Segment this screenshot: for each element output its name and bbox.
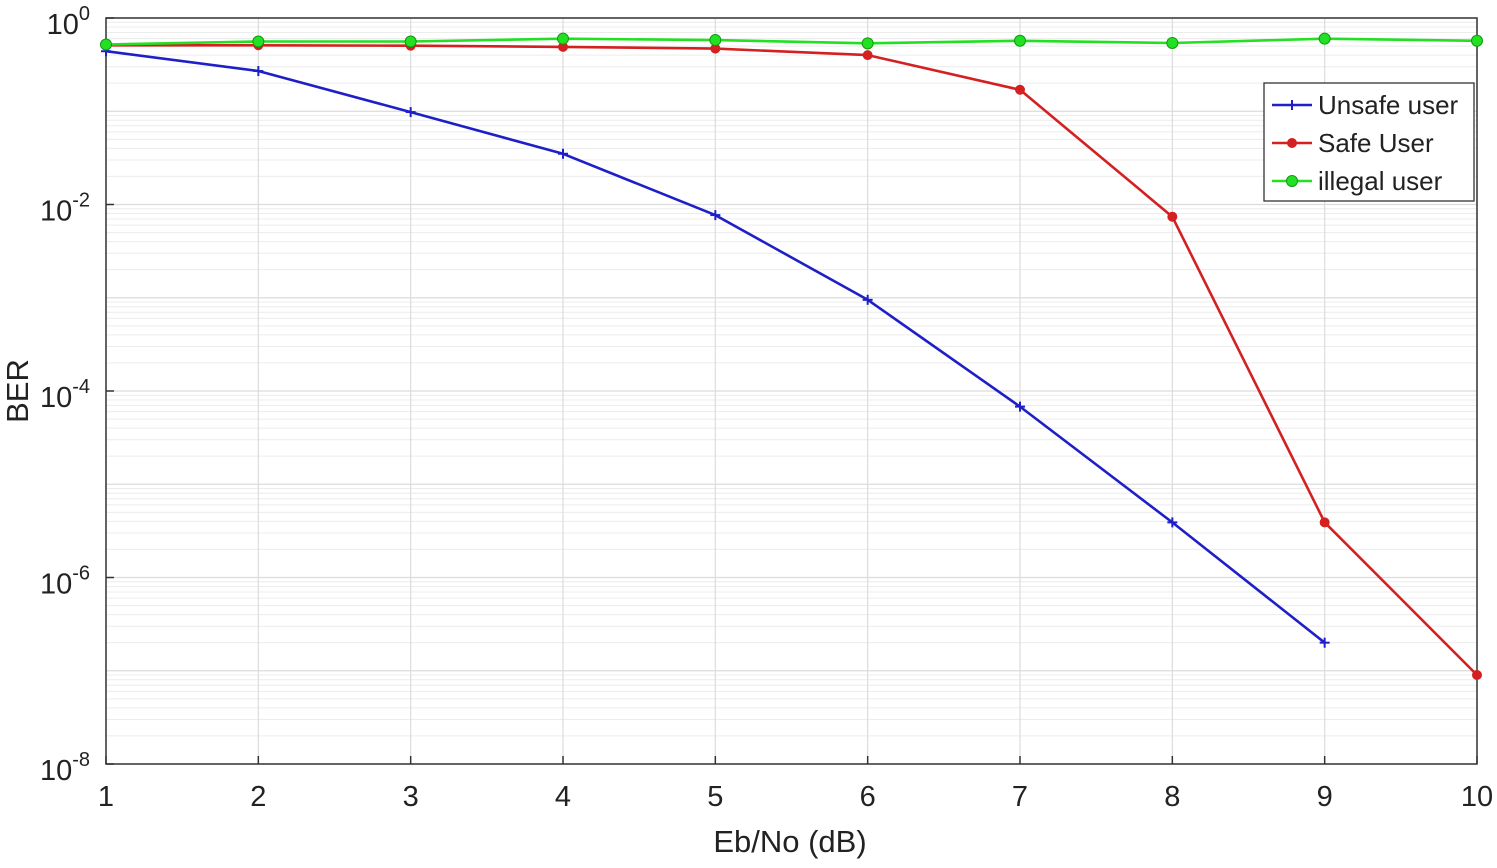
grid (105, 17, 1478, 765)
legend: Unsafe user Safe User illegal user (1263, 82, 1475, 202)
series-unsafe-user (101, 46, 1330, 648)
data-point (100, 38, 112, 51)
legend-entry: Unsafe user (1272, 90, 1459, 120)
x-tick-label: 7 (1012, 781, 1028, 813)
data-point (404, 35, 417, 48)
legend-swatch-marker (1287, 100, 1297, 110)
x-tick-label: 8 (1164, 781, 1180, 813)
data-point (558, 148, 568, 159)
data-point (1472, 670, 1482, 681)
legend-label: Unsafe user (1318, 90, 1459, 120)
series-illegal-user (100, 32, 1483, 51)
legend-entry: Safe User (1272, 128, 1434, 158)
x-tick-label: 10 (1461, 781, 1493, 813)
data-point (710, 210, 721, 221)
y-tick-exponent: -8 (72, 749, 90, 771)
data-point (1014, 34, 1026, 47)
y-tick-label: 10-6 (40, 563, 90, 601)
x-axis-label: Eb/No (dB) (713, 824, 866, 859)
legend-entry: illegal user (1272, 166, 1443, 196)
x-tick-label: 4 (555, 781, 571, 813)
y-tick-exponent: -2 (72, 190, 90, 212)
data-point (861, 37, 874, 50)
x-tick-label: 3 (403, 781, 419, 813)
data-point (709, 34, 722, 47)
y-tick-base: 10 (40, 382, 72, 414)
data-point (252, 35, 265, 48)
series-line (106, 43, 1478, 676)
y-tick-label: 10-2 (40, 190, 90, 228)
x-tick-label: 1 (98, 781, 114, 813)
x-tick-label: 6 (860, 781, 876, 813)
y-axis-label: BER (0, 359, 35, 423)
data-point (862, 50, 873, 61)
data-point (1167, 517, 1178, 528)
y-tick-exponent: 0 (79, 3, 90, 25)
data-point (1471, 34, 1483, 47)
data-point (1167, 211, 1178, 222)
x-tick-label: 9 (1317, 781, 1333, 813)
data-point (862, 294, 873, 305)
data-point (557, 32, 569, 45)
y-tick-label: 100 (47, 3, 90, 41)
y-tick-base: 10 (40, 569, 72, 601)
y-tick-exponent: -6 (72, 563, 90, 585)
data-point (1015, 84, 1025, 95)
y-tick-base: 10 (40, 196, 72, 228)
legend-label: Safe User (1318, 128, 1434, 158)
legend-label: illegal user (1318, 166, 1443, 196)
series-layer (100, 32, 1483, 681)
y-tick-exponent: -4 (72, 376, 90, 398)
y-tick-label: 10-4 (40, 376, 90, 414)
data-point (1319, 517, 1330, 528)
series-line (105, 37, 1478, 46)
legend-swatch-marker (1287, 138, 1297, 148)
y-tick-label: 10-8 (40, 749, 90, 787)
data-point (253, 66, 264, 77)
x-tick-label: 2 (250, 781, 266, 813)
x-tick-label: 5 (707, 781, 723, 813)
y-tick-base: 10 (47, 9, 79, 41)
data-point (405, 107, 416, 118)
data-point (1166, 36, 1179, 49)
y-tick-base: 10 (40, 755, 72, 787)
data-point (1015, 401, 1025, 412)
legend-swatch-marker (1286, 175, 1298, 187)
data-point (1318, 32, 1331, 45)
data-point (1319, 637, 1330, 648)
